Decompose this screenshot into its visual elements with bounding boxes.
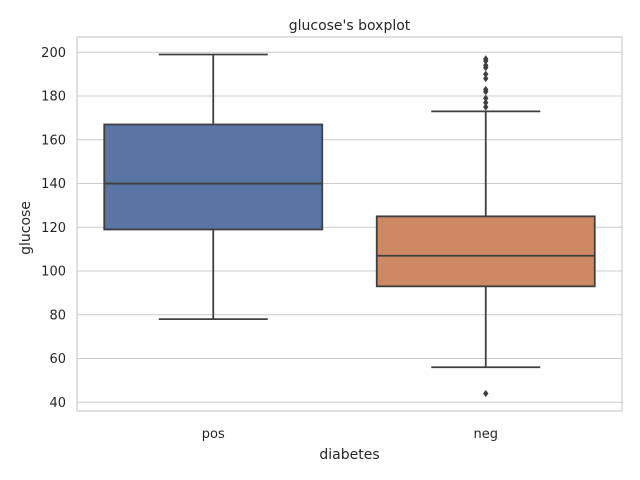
y-tick-label: 200 <box>41 46 66 61</box>
y-tick-label: 160 <box>41 133 66 148</box>
box-series <box>103 53 596 398</box>
y-tick-label: 180 <box>41 90 66 105</box>
x-tick-label: neg <box>474 427 499 442</box>
outlier-point <box>483 70 489 78</box>
box-iqr <box>103 123 324 231</box>
y-tick-label: 120 <box>41 221 66 236</box>
plot-frame <box>76 36 623 412</box>
outlier-point <box>483 99 489 107</box>
box-group-pos <box>103 53 324 321</box>
outlier-point <box>483 389 489 398</box>
outlier-point <box>483 85 489 94</box>
box-iqr <box>375 215 596 288</box>
y-tick-label: 40 <box>49 396 66 411</box>
y-axis-label: glucose <box>18 201 34 255</box>
y-tick-label: 80 <box>49 308 66 323</box>
outlier-point <box>483 94 489 102</box>
outlier-point <box>483 55 489 63</box>
outlier-point <box>483 61 489 70</box>
chart-title: glucose's boxplot <box>289 18 411 34</box>
outlier-point <box>483 74 489 83</box>
x-tick-label: pos <box>202 427 225 442</box>
outlier-point <box>483 103 489 111</box>
y-tick-labels: 40 60 80 100 120 140 160 180 200 <box>41 46 66 411</box>
box-group-neg <box>375 55 596 398</box>
y-tick-label: 60 <box>49 352 66 367</box>
x-tick-labels: pos neg <box>202 427 498 442</box>
y-tick-label: 100 <box>41 265 66 280</box>
y-tick-label: 140 <box>41 177 66 192</box>
x-axis-label: diabetes <box>319 447 379 463</box>
